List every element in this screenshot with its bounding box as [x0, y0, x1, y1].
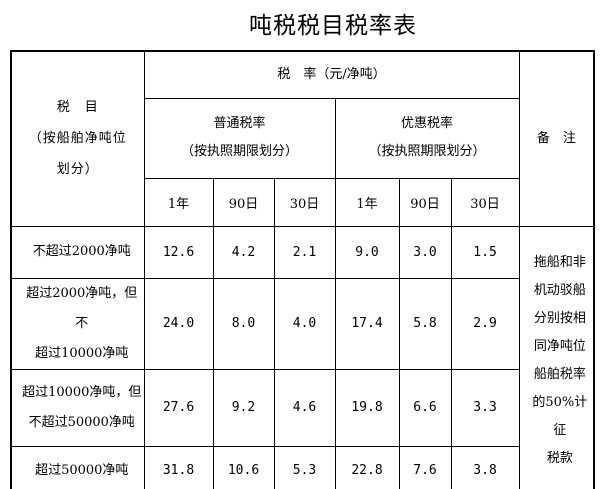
rate-value-cell: 3.3 — [450, 368, 520, 447]
header-remark: 备 注 — [518, 50, 595, 227]
rate-value-cell: 9.2 — [212, 368, 275, 447]
rate-value-cell: 4.0 — [273, 277, 336, 370]
rate-value-cell: 31.8 — [143, 445, 214, 489]
rate-value-cell: 3.0 — [398, 225, 452, 279]
rate-value-cell: 24.0 — [143, 277, 214, 370]
rate-value-cell: 19.8 — [334, 368, 400, 447]
page-title: 吨税税目税率表 — [249, 13, 417, 39]
table-row: 超过2000净吨，但不 超过10000净吨 24.0 8.0 4.0 17.4 … — [10, 277, 594, 370]
row-label: 超过2000净吨，但不 超过10000净吨 — [10, 277, 145, 370]
rate-value-cell: 1.5 — [450, 225, 520, 279]
header-preferential-rate: 优惠税率 （按执照期限划分） — [334, 97, 520, 179]
header-period-preferential-1year: 1年 — [334, 177, 400, 227]
header-row-rate: 税 目 （按船舶净吨位 划分） 税 率（元/净吨） 备 注 — [10, 50, 595, 227]
header-period-ordinary-90day: 90日 — [212, 177, 275, 227]
rate-value-cell: 4.2 — [212, 225, 275, 279]
rate-value-cell: 6.6 — [398, 368, 452, 447]
rate-value-cell: 10.6 — [212, 445, 275, 489]
rate-value-cell: 22.8 — [334, 445, 400, 489]
header-tax-item: 税 目 （按船舶净吨位 划分） — [10, 50, 145, 227]
rate-value-cell: 12.6 — [143, 225, 214, 279]
header-rate-title: 税 率（元/净吨） — [143, 50, 520, 99]
header-period-ordinary-1year: 1年 — [143, 177, 214, 227]
rate-value-cell: 5.8 — [398, 277, 452, 370]
table-row: 不超过2000净吨 12.6 4.2 2.1 9.0 3.0 1.5 拖船和非 … — [10, 225, 595, 489]
header-period-ordinary-30day: 30日 — [273, 177, 336, 227]
row-label: 超过10000净吨，但 不超过50000净吨 — [10, 368, 145, 447]
header-ordinary-rate: 普通税率 （按执照期限划分） — [143, 97, 336, 179]
rate-value-cell: 9.0 — [334, 225, 400, 279]
header-period-preferential-30day: 30日 — [450, 177, 520, 227]
rate-value-cell: 2.9 — [450, 277, 520, 370]
table-row: 超过50000净吨 31.8 10.6 5.3 22.8 7.6 3.8 — [10, 445, 594, 489]
rate-value-cell: 5.3 — [273, 445, 336, 489]
row-label: 超过50000净吨 — [10, 445, 145, 489]
header-row-periods: 1年 90日 30日 1年 90日 30日 — [11, 177, 594, 227]
rate-value-cell: 7.6 — [398, 445, 452, 489]
row-label: 不超过2000净吨 — [10, 225, 145, 279]
table-row: 超过10000净吨，但 不超过50000净吨 27.6 9.2 4.6 19.8… — [10, 368, 594, 447]
rate-value-cell: 8.0 — [212, 277, 275, 370]
rate-value-cell: 17.4 — [334, 277, 400, 370]
rate-value-cell: 3.8 — [450, 445, 520, 489]
remark-content: 拖船和非 机动驳船 分别按相 同净吨位 船舶税率 的50%计征 税款 — [518, 225, 595, 489]
rate-value-cell: 27.6 — [143, 368, 214, 447]
header-period-preferential-90day: 90日 — [398, 177, 452, 227]
rate-value-cell: 4.6 — [273, 368, 336, 447]
tonnage-tax-table: 税 目 （按船舶净吨位 划分） 税 率（元/净吨） 备 注 普通税率 （按执照期… — [10, 50, 596, 489]
rate-value-cell: 2.1 — [273, 225, 336, 279]
header-row-rate-types: 普通税率 （按执照期限划分） 优惠税率 （按执照期限划分） — [11, 97, 594, 179]
